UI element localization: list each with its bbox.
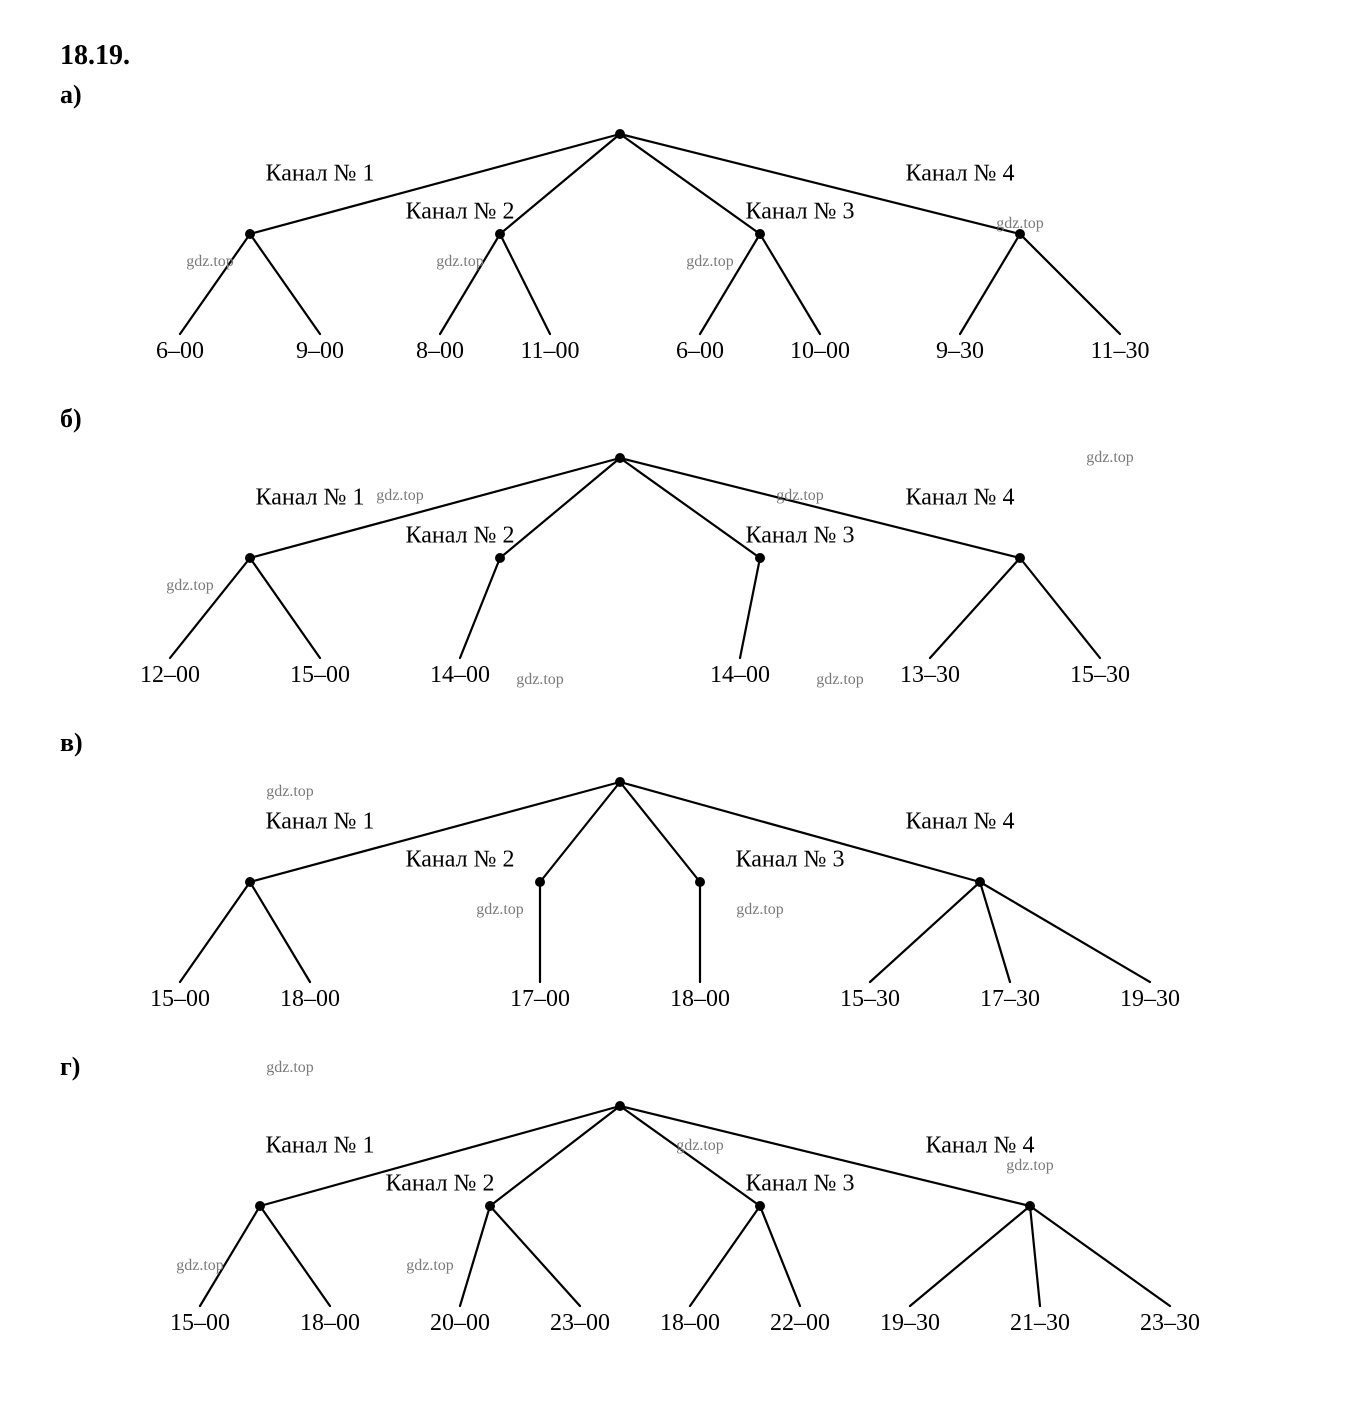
tree-svg (60, 762, 1260, 1022)
tree-part: а) Канал № 16–009–00Канал № 28–0011–00Кан… (60, 80, 1294, 374)
exercise-number: 18.19. (60, 40, 1294, 72)
tree-part: г) Канал № 115–0018–00Канал № 220–0023–00… (60, 1052, 1294, 1346)
tree-diagram: Канал № 16–009–00Канал № 28–0011–00Канал… (60, 114, 1260, 374)
tree-diagram: Канал № 115–0018–00Канал № 217–00Канал №… (60, 762, 1260, 1022)
tree-part: б) Канал № 112–0015–00Канал № 214–00Канал… (60, 404, 1294, 698)
parts-container: а) Канал № 16–009–00Канал № 28–0011–00Кан… (60, 80, 1294, 1346)
part-letter: б) (60, 404, 1294, 434)
tree-svg (60, 438, 1260, 698)
tree-svg (60, 1086, 1260, 1346)
part-letter: а) (60, 80, 1294, 110)
tree-svg (60, 114, 1260, 374)
part-letter: в) (60, 728, 1294, 758)
part-letter: г) (60, 1052, 1294, 1082)
tree-part: в) Канал № 115–0018–00Канал № 217–00Канал… (60, 728, 1294, 1022)
tree-diagram: Канал № 115–0018–00Канал № 220–0023–00Ка… (60, 1086, 1260, 1346)
tree-diagram: Канал № 112–0015–00Канал № 214–00Канал №… (60, 438, 1260, 698)
